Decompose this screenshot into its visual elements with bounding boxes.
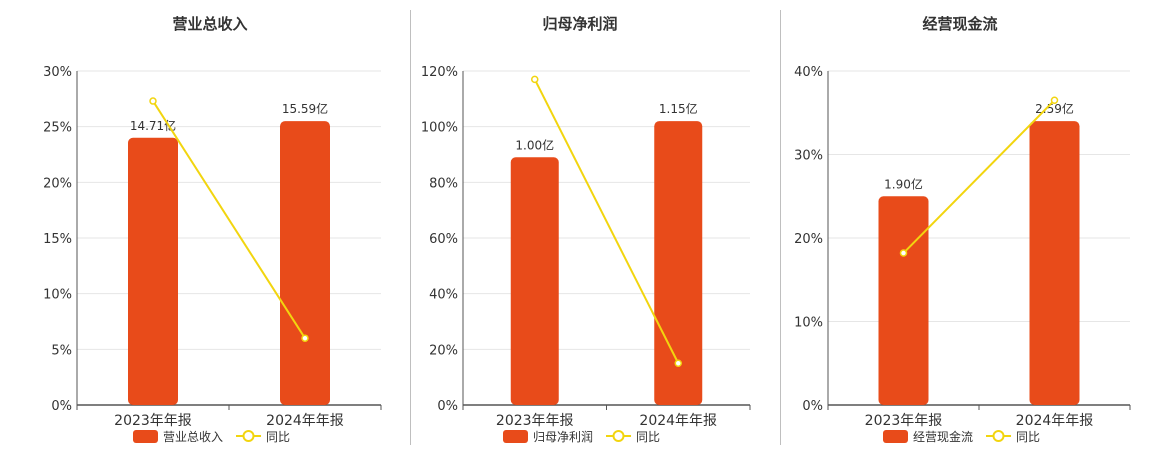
- y-tick-label: 0%: [437, 399, 458, 414]
- bar: [878, 196, 929, 405]
- yoy-point: [674, 359, 682, 367]
- y-tick-label: 0%: [802, 399, 823, 414]
- y-tick-label: 15%: [43, 232, 72, 247]
- legend-line-marker: [992, 430, 1005, 442]
- bar-data-label: 1.90亿: [884, 176, 923, 191]
- panel-divider: [410, 10, 411, 445]
- y-tick-label: 20%: [429, 343, 458, 358]
- x-tick-label: 2023年年报: [865, 413, 943, 429]
- y-tick-label: 100%: [421, 121, 458, 136]
- y-tick-label: 30%: [794, 149, 823, 164]
- legend-bar-swatch: [503, 430, 528, 443]
- y-tick-label: 20%: [43, 176, 72, 191]
- bar-data-label: 1.00亿: [515, 137, 554, 152]
- x-tick-label: 2024年年报: [1016, 413, 1094, 429]
- y-tick-label: 25%: [43, 121, 72, 136]
- legend-bar-label: 营业总收入: [163, 430, 223, 444]
- y-tick-label: 60%: [429, 232, 458, 247]
- yoy-point: [531, 75, 539, 84]
- chart-title: 经营现金流: [922, 15, 997, 33]
- yoy-point: [899, 249, 908, 257]
- bar: [654, 121, 703, 405]
- panel-divider: [780, 10, 781, 445]
- y-tick-label: 40%: [794, 65, 823, 80]
- yoy-point: [301, 334, 309, 342]
- y-tick-label: 30%: [43, 65, 72, 80]
- legend-line-marker: [612, 430, 625, 442]
- y-tick-label: 20%: [794, 232, 823, 247]
- bar-data-label: 1.15亿: [659, 101, 698, 116]
- bar: [510, 157, 559, 405]
- legend-line-label: 同比: [266, 430, 290, 444]
- x-tick-label: 2024年年报: [639, 413, 717, 429]
- bar-data-label: 14.71亿: [130, 118, 176, 133]
- legend-line-label: 同比: [636, 430, 660, 444]
- bar: [280, 121, 330, 405]
- x-tick-label: 2024年年报: [266, 413, 344, 429]
- legend-bar-swatch: [133, 430, 158, 443]
- bar-data-label: 2.59亿: [1035, 101, 1074, 116]
- y-tick-label: 0%: [51, 399, 72, 414]
- chart-title: 营业总收入: [172, 15, 247, 33]
- yoy-point: [149, 97, 157, 105]
- yoy-line: [152, 100, 306, 339]
- y-tick-label: 80%: [429, 176, 458, 191]
- chart-title: 归母净利润: [542, 15, 617, 33]
- legend-line-label: 同比: [1016, 430, 1040, 444]
- bar: [1029, 121, 1080, 405]
- legend-bar-label: 经营现金流: [913, 429, 973, 444]
- y-tick-label: 5%: [51, 343, 72, 358]
- y-tick-label: 10%: [43, 288, 72, 303]
- legend-line-marker: [242, 430, 255, 442]
- y-tick-label: 40%: [429, 288, 458, 303]
- bar-data-label: 15.59亿: [282, 101, 328, 116]
- legend-bar-swatch: [883, 430, 908, 443]
- x-tick-label: 2023年年报: [496, 413, 574, 429]
- yoy-line: [533, 78, 680, 364]
- yoy-point: [1050, 96, 1059, 104]
- y-tick-label: 10%: [794, 316, 823, 331]
- bar: [128, 137, 178, 406]
- legend-bar-label: 归母净利润: [533, 430, 593, 444]
- y-tick-label: 120%: [421, 65, 458, 80]
- x-tick-label: 2023年年报: [114, 413, 192, 429]
- yoy-line: [902, 99, 1056, 254]
